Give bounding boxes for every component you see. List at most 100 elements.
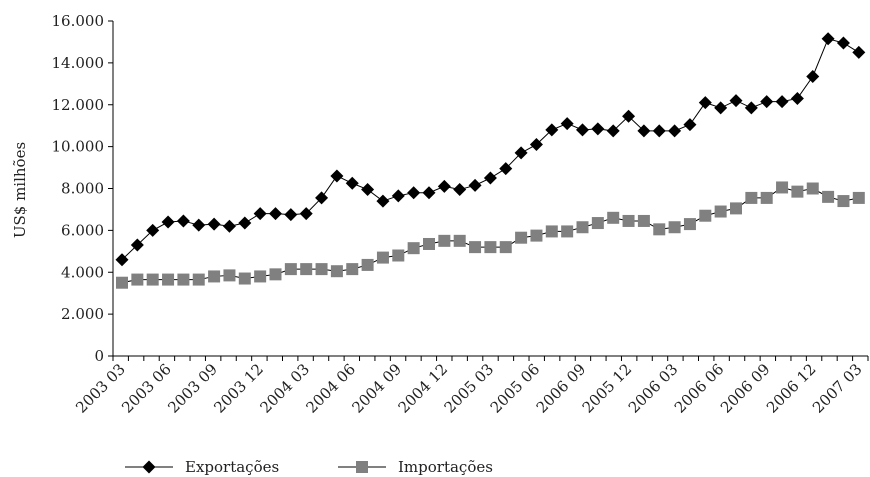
square-data-point [238,272,251,285]
x-tick-label: 2006 12 [763,360,820,417]
x-tick-label: 2005 06 [487,360,544,417]
x-tick-label: 2004 09 [349,360,406,417]
square-data-point [745,191,758,204]
y-tick-label: 14.000 [52,54,105,72]
diamond-data-point [391,189,405,203]
x-tick-label: 2003 12 [210,360,267,417]
legend-label: Exportações [185,458,279,476]
square-data-point [131,273,144,286]
legend-label: Importações [398,458,493,476]
square-data-point [146,273,159,286]
square-data-point [637,214,650,227]
diamond-data-point [207,217,221,231]
square-data-point [284,263,297,276]
diamond-data-point [683,118,697,132]
square-data-point [591,217,604,230]
x-tick-label: 2006 06 [671,360,728,417]
square-data-point [484,241,497,254]
diamond-data-point [284,208,298,222]
diamond-data-point [468,178,482,192]
diamond-data-point [161,215,175,229]
diamond-data-point [299,207,313,221]
square-data-point [837,195,850,208]
diamond-data-point [192,218,206,232]
square-data-point [423,237,435,250]
square-data-point [545,225,558,238]
diamond-data-point [852,45,866,59]
series-markers [115,32,866,289]
square-data-point [561,225,574,238]
square-data-point [192,273,205,286]
x-tick-label: 2003 06 [118,360,175,417]
diamond-data-point [146,223,160,237]
diamond-data-point [668,124,682,138]
diamond-data-point [176,214,190,228]
diamond-data-point [253,207,267,221]
y-tick-label: 6.000 [61,221,104,239]
square-data-point [376,251,389,264]
x-tick-label: 2004 06 [302,360,359,417]
diamond-data-point [714,101,728,115]
square-data-point [806,182,819,195]
y-tick-label: 16.000 [52,12,105,30]
square-data-point [515,231,528,244]
square-data-point [760,191,773,204]
diamond-data-point [130,238,144,252]
diamond-data-point [606,124,620,138]
x-tick-label: 2006 03 [625,360,682,417]
square-data-point [776,181,789,194]
square-data-point [116,276,128,289]
diamond-data-point [483,171,497,185]
axes: 0 2.000 4.000 6.000 8.000 10.000 12.000 14.000 1… [52,12,869,417]
square-data-point [223,269,236,282]
x-tick-label: 2006 09 [717,360,774,417]
square-data-point [346,263,359,276]
square-data-point [576,221,589,234]
y-tick-label: 8.000 [61,180,104,198]
diamond-data-point [499,162,513,176]
square-data-point [315,263,328,276]
diamond-data-point [407,186,421,200]
diamond-data-point [744,101,758,115]
square-data-point [852,191,865,204]
y-tick-label: 2.000 [61,305,104,323]
diamond-data-point [345,176,359,190]
diamond-data-point [652,124,666,138]
diamond-data-point [790,91,804,105]
diamond-data-point [376,194,390,208]
y-axis-title: US$ milhões [11,142,29,238]
diamond-data-point [361,183,375,197]
diamond-data-point [115,253,129,267]
diamond-data-point [238,216,252,230]
y-tick-label: 10.000 [52,138,105,156]
diamond-data-point [437,179,451,193]
y-tick-label: 0 [94,347,104,365]
x-tick-label: 2004 12 [395,360,452,417]
diamond-data-point [637,124,651,138]
diamond-data-point [806,69,820,83]
square-data-point [300,263,313,276]
diamond-data-point [698,96,712,110]
square-data-point [822,190,835,203]
square-data-point [730,202,742,215]
square-data-point [438,234,451,247]
square-data-point [208,270,221,283]
diamond-data-point [775,95,789,109]
square-data-point [653,223,666,236]
diamond-data-point [545,123,559,137]
x-tick-label: 2007 03 [809,360,866,417]
square-data-point [392,249,405,262]
square-data-point [469,241,482,254]
x-tick-label: 2005 12 [579,360,636,417]
square-data-point [269,268,282,281]
diamond-data-point [222,219,236,233]
y-tick-label: 12.000 [52,96,105,114]
diamond-data-point [622,109,636,123]
diamond-data-point [422,186,436,200]
x-tick-label: 2003 09 [164,360,221,417]
diamond-data-point [453,183,467,197]
square-data-point [683,218,696,231]
diamond-data-point [836,36,850,50]
square-data-point [530,229,543,242]
